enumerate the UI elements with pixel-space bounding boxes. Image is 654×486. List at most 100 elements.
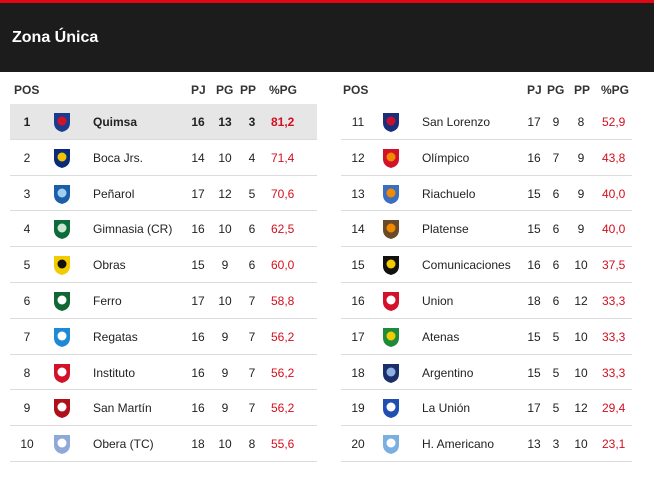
col-pct: %PG (601, 83, 630, 97)
table-row[interactable]: 19 La Unión 17 5 12 29,4 (341, 390, 632, 427)
team-name[interactable]: Comunicaciones (422, 258, 511, 273)
team-name[interactable]: Obras (93, 258, 126, 273)
pj-cell: 16 (191, 401, 205, 416)
obras-logo (54, 256, 70, 276)
table-row[interactable]: 12 Olímpico 16 7 9 43,8 (341, 140, 632, 176)
pp-cell: 8 (248, 437, 256, 452)
pg-cell: 6 (552, 293, 560, 308)
table-row[interactable]: 20 H. Americano 13 3 10 23,1 (341, 426, 632, 462)
team-name[interactable]: Instituto (93, 365, 136, 380)
pg-cell: 9 (221, 365, 229, 380)
standings-table-left: POS PJ PG PP %PG 1 Quimsa 16 13 3 81,2 2 Boca J… (10, 76, 317, 462)
team-name[interactable]: Riachuelo (422, 186, 476, 201)
pp-cell: 7 (248, 293, 256, 308)
table-row[interactable]: 16 Union 18 6 12 33,3 (341, 283, 632, 319)
team-name[interactable]: Peñarol (93, 186, 135, 201)
header-bar: Zona Única (0, 3, 654, 72)
pct-cell: 40,0 (602, 186, 626, 201)
pp-cell: 3 (248, 115, 256, 129)
team-name[interactable]: San Martín (93, 401, 152, 416)
pj-cell: 15 (191, 258, 205, 273)
pct-cell: 29,4 (602, 401, 626, 416)
boca-logo (54, 148, 70, 168)
team-name[interactable]: Argentino (422, 365, 474, 380)
table-row[interactable]: 4 Gimnasia (CR) 16 10 6 62,5 (10, 211, 317, 248)
pg-cell: 13 (218, 115, 232, 129)
team-name[interactable]: Gimnasia (CR) (93, 222, 173, 237)
table-row[interactable]: 13 Riachuelo 15 6 9 40,0 (341, 176, 632, 212)
position-cell: 16 (351, 293, 365, 308)
pp-cell: 10 (574, 329, 588, 344)
team-name[interactable]: Union (422, 293, 454, 308)
table-row[interactable]: 9 San Martín 16 9 7 56,2 (10, 390, 317, 427)
pp-cell: 6 (248, 258, 256, 273)
table-body: 1 Quimsa 16 13 3 81,2 2 Boca Jrs. 14 10 4 71,4 3 Peña… (10, 104, 317, 462)
pp-cell: 10 (574, 437, 588, 452)
table-row[interactable]: 15 Comunicaciones 16 6 10 37,5 (341, 247, 632, 283)
team-name[interactable]: H. Americano (422, 437, 495, 452)
pj-cell: 16 (527, 258, 541, 273)
team-name[interactable]: Obera (TC) (93, 437, 154, 452)
pg-cell: 9 (221, 258, 229, 273)
table-row[interactable]: 8 Instituto 16 9 7 56,2 (10, 355, 317, 391)
ferro-logo (54, 291, 70, 311)
position-cell: 19 (351, 401, 365, 416)
regatas-logo (54, 327, 70, 347)
pp-cell: 12 (574, 401, 588, 416)
pct-cell: 56,2 (271, 329, 295, 344)
position-cell: 20 (351, 437, 365, 452)
gimnasia-logo (54, 220, 70, 240)
pp-cell: 7 (248, 365, 256, 380)
team-name[interactable]: Platense (422, 222, 469, 237)
table-row[interactable]: 1 Quimsa 16 13 3 81,2 (10, 104, 317, 140)
pj-cell: 16 (191, 365, 205, 380)
position-cell: 12 (351, 150, 365, 165)
table-row[interactable]: 11 San Lorenzo 17 9 8 52,9 (341, 104, 632, 140)
team-name[interactable]: Boca Jrs. (93, 150, 144, 165)
pct-cell: 70,6 (271, 186, 295, 201)
table-row[interactable]: 18 Argentino 15 5 10 33,3 (341, 355, 632, 391)
table-row[interactable]: 10 Obera (TC) 18 10 8 55,6 (10, 426, 317, 462)
pj-cell: 17 (527, 401, 541, 416)
table-row[interactable]: 2 Boca Jrs. 14 10 4 71,4 (10, 140, 317, 176)
sanlorenzo-logo (383, 113, 399, 132)
table-row[interactable]: 6 Ferro 17 10 7 58,8 (10, 283, 317, 319)
pj-cell: 15 (527, 365, 541, 380)
team-name[interactable]: Atenas (422, 329, 460, 344)
pp-cell: 9 (577, 222, 585, 237)
pj-cell: 16 (527, 150, 541, 165)
col-pct: %PG (269, 83, 298, 97)
team-name[interactable]: Olímpico (422, 150, 470, 165)
quimsa-logo (54, 113, 70, 132)
instituto-logo (54, 363, 70, 383)
pj-cell: 17 (191, 293, 205, 308)
table-row[interactable]: 17 Atenas 15 5 10 33,3 (341, 319, 632, 355)
page-title: Zona Única (12, 29, 99, 46)
sanmartin-logo (54, 399, 70, 419)
team-name[interactable]: La Unión (422, 401, 471, 416)
pct-cell: 58,8 (271, 293, 295, 308)
standings-table-right: POS PJ PG PP %PG 11 San Lorenzo 17 9 8 52,9 12… (341, 76, 632, 462)
table-row[interactable]: 5 Obras 15 9 6 60,0 (10, 247, 317, 283)
team-name[interactable]: Regatas (93, 329, 138, 344)
position-cell: 7 (23, 329, 31, 344)
table-row[interactable]: 14 Platense 15 6 9 40,0 (341, 211, 632, 248)
position-cell: 6 (23, 293, 31, 308)
pj-cell: 16 (191, 329, 205, 344)
pg-cell: 6 (552, 222, 560, 237)
position-cell: 11 (351, 115, 365, 129)
position-cell: 18 (351, 365, 365, 380)
pj-cell: 18 (191, 437, 205, 452)
pct-cell: 55,6 (271, 437, 295, 452)
team-name[interactable]: Ferro (93, 293, 122, 308)
pg-cell: 7 (552, 150, 560, 165)
pj-cell: 16 (191, 115, 205, 129)
table-row[interactable]: 3 Peñarol 17 12 5 70,6 (10, 176, 317, 212)
team-name[interactable]: Quimsa (93, 115, 138, 129)
table-body: 11 San Lorenzo 17 9 8 52,9 12 Olímpico 16 7 9 43,8 1… (341, 104, 632, 462)
pp-cell: 8 (577, 115, 585, 129)
position-cell: 13 (351, 186, 365, 201)
table-row[interactable]: 7 Regatas 16 9 7 56,2 (10, 319, 317, 355)
team-name[interactable]: San Lorenzo (422, 115, 491, 129)
col-pj: PJ (527, 83, 542, 97)
